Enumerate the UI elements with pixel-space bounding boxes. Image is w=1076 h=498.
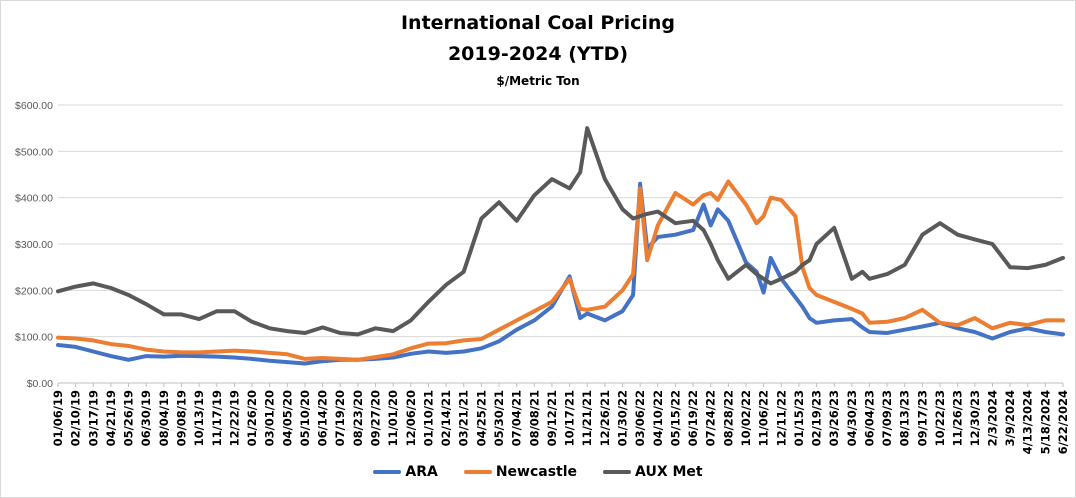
series-line-ara: [56, 181, 1065, 366]
x-tick-label: 02/19/23: [810, 390, 824, 446]
x-tick-label: 2/3/2024: [985, 390, 999, 446]
chart-subtitle: 2019-2024 (YTD): [447, 43, 629, 65]
x-tick-label: 12/06/20: [404, 390, 418, 446]
x-tick-label: 05/30/21: [492, 390, 506, 446]
y-tick-label: $100.00: [15, 332, 53, 344]
x-tick-label: 08/23/20: [351, 390, 365, 446]
x-tick-label: 10/02/22: [739, 390, 753, 446]
x-tick-label: 12/22/19: [227, 390, 241, 446]
x-tick-label: 5/18/2024: [1038, 390, 1052, 454]
y-tick-label: $0.00: [27, 378, 53, 390]
x-tick-label: 07/09/23: [880, 390, 894, 446]
legend-swatch-aux-met: [603, 470, 632, 474]
x-tick-label: 03/01/20: [263, 390, 277, 446]
x-tick-label: 11/17/19: [210, 390, 224, 446]
chart-title: International Coal Pricing: [400, 12, 676, 34]
x-tick-label: 10/22/23: [933, 390, 947, 446]
legend-swatch-ara: [373, 470, 402, 474]
x-tick-label: 09/08/19: [174, 390, 188, 446]
x-tick-label: 06/14/20: [316, 390, 330, 446]
chart-units: $/Metric Ton: [496, 74, 580, 88]
legend-label-ara: ARA: [405, 464, 438, 480]
x-tick-label: 06/30/19: [139, 390, 153, 446]
series-line-aux-met: [56, 126, 1065, 337]
x-tick-label: 05/15/22: [668, 390, 682, 446]
x-tick-label: 12/11/22: [774, 390, 788, 446]
series-line-newcastle: [56, 179, 1065, 362]
x-tick-label: 01/26/20: [245, 390, 259, 446]
x-tick-label: 01/10/21: [421, 390, 435, 446]
x-tick-label: 10/17/21: [563, 390, 577, 446]
legend-label-newcastle: Newcastle: [495, 464, 578, 480]
x-tick-label: 08/28/22: [721, 390, 735, 446]
chart-legend: ARA Newcastle AUX Met: [1, 464, 1075, 480]
x-tick-label: 03/26/23: [827, 390, 841, 446]
x-tick-label: 07/19/20: [333, 390, 347, 446]
x-tick-label: 10/13/19: [192, 390, 206, 446]
x-tick-label: 06/19/22: [686, 390, 700, 446]
y-tick-label: $500.00: [15, 146, 53, 158]
x-tick-label: 07/24/22: [704, 390, 718, 446]
x-tick-label: 04/30/23: [845, 390, 859, 446]
x-tick-label: 08/13/23: [898, 390, 912, 446]
x-tick-label: 05/26/19: [122, 390, 136, 446]
x-tick-label: 03/21/21: [457, 390, 471, 446]
x-tick-label: 01/15/23: [792, 390, 806, 446]
x-tick-label: 05/10/20: [298, 390, 312, 446]
x-tick-label: 11/06/22: [757, 390, 771, 446]
x-tick-label: 12/26/21: [598, 390, 612, 446]
x-tick-label: 08/08/21: [527, 390, 541, 446]
x-tick-label: 11/01/20: [386, 390, 400, 446]
x-tick-label: 04/10/22: [651, 390, 665, 446]
x-tick-label: 11/21/21: [580, 390, 594, 446]
x-tick-label: 02/10/19: [69, 390, 83, 446]
x-tick-label: 09/12/21: [545, 390, 559, 446]
y-tick-label: $300.00: [15, 239, 53, 251]
x-tick-label: 02/14/21: [439, 390, 453, 446]
y-tick-label: $400.00: [15, 193, 53, 205]
x-tick-label: 06/04/23: [862, 390, 876, 446]
y-tick-label: $600.00: [15, 100, 53, 112]
x-tick-label: 04/25/21: [474, 390, 488, 446]
x-tick-label: 3/9/2024: [1003, 390, 1017, 446]
x-tick-label: 09/27/20: [369, 390, 383, 446]
x-tick-label: 4/13/2024: [1021, 390, 1035, 454]
legend-item-newcastle: Newcastle: [463, 464, 578, 480]
x-tick-label: 11/26/23: [951, 390, 965, 446]
x-tick-label: 6/22/2024: [1056, 390, 1070, 454]
x-tick-label: 03/17/19: [86, 390, 100, 446]
legend-label-aux-met: AUX Met: [635, 464, 703, 480]
x-tick-label: 01/06/19: [51, 390, 65, 446]
x-tick-label: 03/06/22: [633, 390, 647, 446]
x-tick-label: 08/04/19: [157, 390, 171, 446]
x-tick-label: 12/30/23: [968, 390, 982, 446]
legend-item-aux-met: AUX Met: [603, 464, 703, 480]
x-tick-label: 01/30/22: [615, 390, 629, 446]
legend-item-ara: ARA: [373, 464, 438, 480]
legend-swatch-newcastle: [463, 470, 492, 474]
x-tick-label: 04/21/19: [104, 390, 118, 446]
x-tick-label: 04/05/20: [280, 390, 294, 446]
y-tick-label: $200.00: [15, 285, 53, 297]
x-tick-label: 07/04/21: [510, 390, 524, 446]
x-tick-label: 09/17/23: [915, 390, 929, 446]
